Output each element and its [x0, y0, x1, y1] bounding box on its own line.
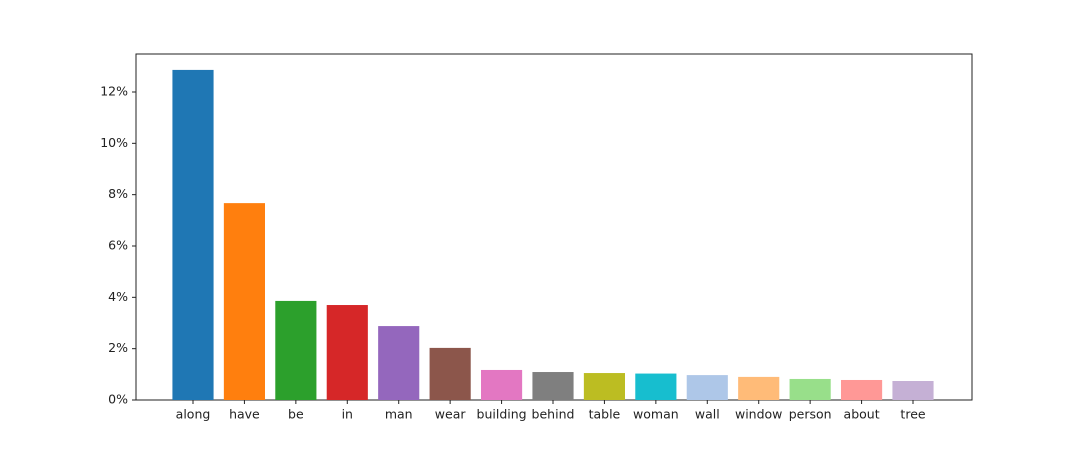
- x-tick-label: be: [288, 407, 304, 422]
- x-tick-label: woman: [633, 407, 679, 422]
- x-tick-label: building: [477, 407, 527, 422]
- x-tick-label: about: [844, 407, 880, 422]
- bar: [583, 373, 625, 400]
- x-tick-label: wall: [695, 407, 720, 422]
- x-tick-label: in: [342, 407, 353, 422]
- bar: [481, 369, 523, 400]
- x-tick-label: have: [229, 407, 260, 422]
- y-tick-label: 4%: [108, 289, 128, 304]
- bar: [172, 69, 214, 401]
- y-tick-label: 6%: [108, 237, 128, 252]
- bar: [789, 378, 831, 400]
- y-tick-label: 8%: [108, 186, 128, 201]
- bar: [892, 381, 934, 400]
- bar: [686, 375, 728, 400]
- bar: [378, 326, 420, 400]
- x-tick-label: man: [385, 407, 413, 422]
- bar: [326, 305, 368, 400]
- bar: [223, 203, 265, 400]
- y-tick-label: 10%: [100, 135, 128, 150]
- bar: [429, 347, 471, 400]
- y-tick-label: 0%: [108, 392, 128, 407]
- bar: [635, 373, 677, 400]
- x-tick-label: tree: [900, 407, 925, 422]
- x-tick-label: along: [176, 407, 211, 422]
- bar: [275, 300, 317, 400]
- y-tick-label: 12%: [100, 83, 128, 98]
- bar: [532, 372, 574, 400]
- x-tick-label: wear: [435, 407, 467, 422]
- x-tick-label: behind: [532, 407, 575, 422]
- x-tick-label: window: [735, 407, 782, 422]
- x-tick-label: table: [589, 407, 621, 422]
- bar: [841, 379, 883, 400]
- x-tick-label: person: [789, 407, 832, 422]
- y-tick-label: 2%: [108, 340, 128, 355]
- bar: [738, 376, 780, 400]
